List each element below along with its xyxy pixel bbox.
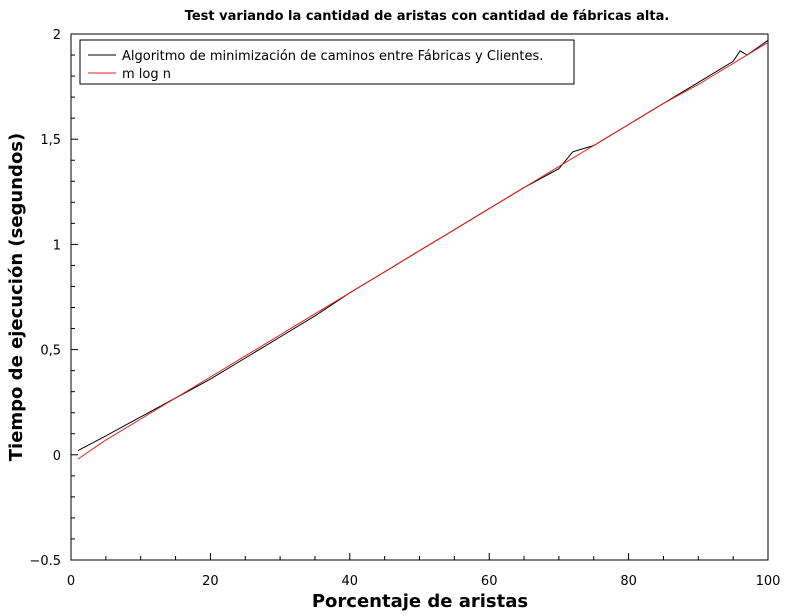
y-axis-label: Tiempo de ejecución (segundos) [6,133,27,462]
x-tick-label: 20 [202,574,219,589]
x-tick-label: 60 [481,574,498,589]
series-lines [77,39,769,460]
y-tick-label: 1,5 [40,133,61,148]
y-tick-label: 0 [53,449,61,464]
x-axis-ticks: 0 20 40 60 80 100 [67,553,781,589]
x-tick-label: 80 [620,574,637,589]
x-axis-label: Porcentaje de aristas [312,591,528,612]
chart-title: Test variando la cantidad de aristas con… [185,9,670,24]
plot-area-frame [70,33,769,561]
legend-label-mlogn: m log n [122,67,171,82]
x-tick-label: 0 [67,574,75,589]
series-line-algoritmo [77,39,769,452]
legend-label-algoritmo: Algoritmo de minimización de caminos ent… [122,49,543,64]
legend: Algoritmo de minimización de caminos ent… [79,39,575,85]
x-tick-label: 40 [342,574,359,589]
y-axis-ticks: −0.5 0 0,5 1 1,5 2 [29,28,78,569]
legend-box [79,39,575,85]
series-line-mlogn [77,41,769,460]
y-tick-label: 0,5 [40,344,61,359]
y-tick-label: −0.5 [29,554,61,569]
y-tick-label: 2 [53,28,61,43]
x-tick-label: 100 [756,574,781,589]
y-tick-label: 1 [53,238,61,253]
